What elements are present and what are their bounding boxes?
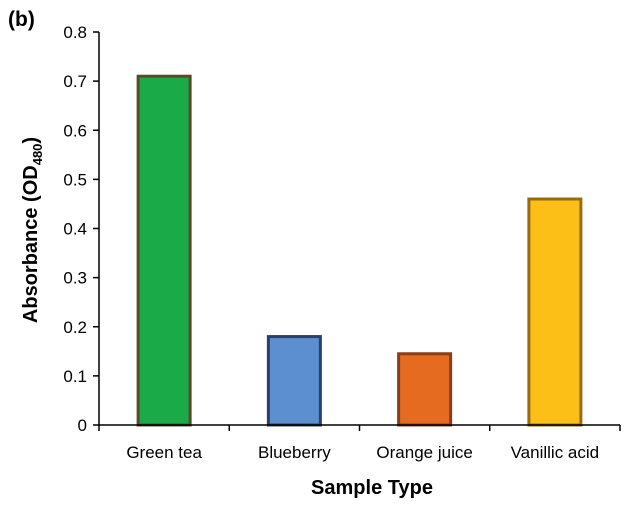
y-axis-title: Absorbance (OD480)	[20, 137, 45, 323]
x-axis-title: Sample Type	[311, 477, 433, 499]
x-tick-label: Blueberry	[258, 443, 331, 462]
y-tick-label: 0.5	[63, 170, 87, 189]
x-axis-labels: Green tea Blueberry Orange juice Vanillic a…	[98, 425, 621, 462]
y-tick-label: 0.7	[63, 72, 87, 91]
y-tick-label: 0	[78, 416, 87, 435]
panel-label: (b)	[8, 8, 35, 31]
x-tick-label: Orange juice	[376, 443, 472, 462]
y-tick-label: 0.8	[63, 23, 87, 42]
y-axis-title-main: Absorbance (OD	[20, 165, 42, 323]
bar-green-tea	[136, 74, 192, 427]
bars	[136, 74, 583, 427]
y-tick-label: 0.3	[63, 269, 87, 288]
bar-orange-juice	[397, 352, 453, 427]
x-tick-label: Green tea	[126, 443, 202, 462]
y-tick-label: 0.4	[63, 220, 87, 239]
y-axis-title-subscript: 480	[30, 144, 45, 166]
bar-blueberry	[266, 335, 322, 427]
y-tick-label: 0.2	[63, 318, 87, 337]
y-axis-title-close: )	[20, 137, 42, 144]
y-tick-label: 0.6	[63, 121, 87, 140]
y-tick-label: 0.1	[63, 367, 87, 386]
y-axis-ticks: 0 0.1 0.2 0.3 0.4 0.5 0.6 0.7 0.8	[63, 23, 99, 435]
bar-vanillic-acid	[527, 197, 583, 427]
x-tick-label: Vanillic acid	[511, 443, 600, 462]
